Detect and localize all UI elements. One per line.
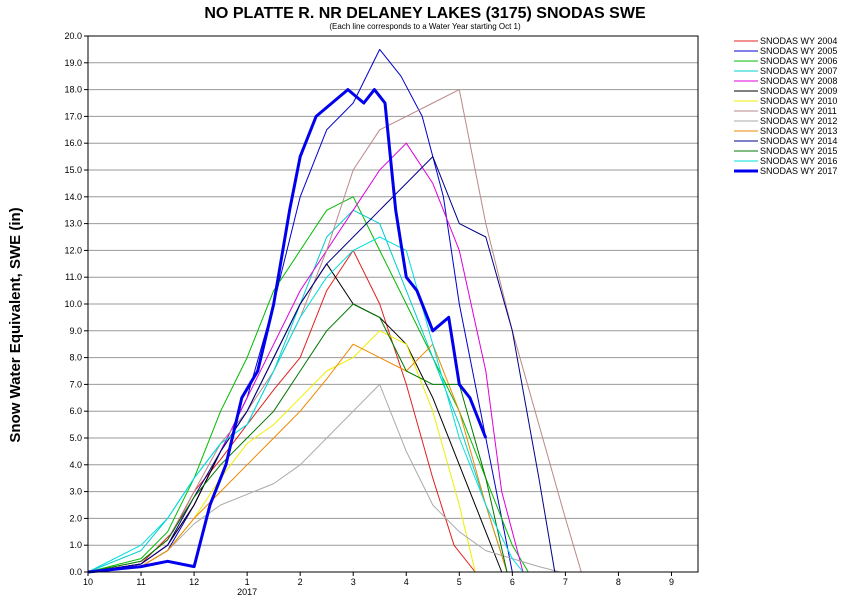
y-tick-label: 4.0 (69, 460, 82, 470)
series-line-snodas-wy-2009 (87, 263, 503, 573)
x-tick-label: 2 (298, 577, 303, 587)
series-line-snodas-wy-2012 (87, 383, 561, 573)
x-tick-label: 7 (563, 577, 568, 587)
y-tick-label: 13.0 (64, 219, 82, 229)
x-tick-label: 12 (189, 577, 199, 587)
legend-label: SNODAS WY 2014 (760, 136, 837, 146)
legend-label: SNODAS WY 2012 (760, 116, 837, 126)
chart-title: NO PLATTE R. NR DELANEY LAKES (3175) SNO… (204, 5, 646, 22)
chart-subtitle: (Each line corresponds to a Water Year s… (329, 22, 521, 31)
y-tick-label: 9.0 (69, 326, 82, 336)
legend-label: SNODAS WY 2008 (760, 76, 837, 86)
series-line-snodas-wy-2004 (87, 249, 476, 573)
y-tick-label: 1.0 (69, 540, 82, 550)
legend-label: SNODAS WY 2009 (760, 86, 837, 96)
x-tick-label: 6 (510, 577, 515, 587)
legend-label: SNODAS WY 2017 (760, 166, 837, 176)
y-tick-label: 19.0 (64, 58, 82, 68)
y-axis-ticks: 0.0 1.0 2.0 3.0 4.0 5.0 6.0 7.0 8.0 9.0 10.0 11.0 12… (64, 31, 88, 577)
x-year-label: 2017 (237, 587, 257, 597)
x-tick-label: 3 (351, 577, 356, 587)
x-tick-label: 1 (245, 577, 250, 587)
series-line-snodas-wy-2016 (87, 236, 524, 573)
y-tick-label: 10.0 (64, 299, 82, 309)
y-tick-label: 16.0 (64, 138, 82, 148)
y-tick-label: 8.0 (69, 353, 82, 363)
y-tick-label: 6.0 (69, 406, 82, 416)
series-line-snodas-wy-2013 (87, 343, 508, 573)
x-tick-label: 10 (83, 577, 93, 587)
legend-label: SNODAS WY 2007 (760, 66, 837, 76)
x-tick-label: 4 (404, 577, 409, 587)
series-line-snodas-wy-2015 (87, 303, 508, 573)
y-tick-label: 20.0 (64, 31, 82, 41)
y-axis-label: Snow Water Equivalent, SWE (in) (7, 207, 24, 442)
legend-label: SNODAS WY 2013 (760, 126, 837, 136)
x-tick-label: 11 (136, 577, 145, 587)
legend-label: SNODAS WY 2015 (760, 146, 837, 156)
y-tick-label: 14.0 (64, 192, 82, 202)
legend-label: SNODAS WY 2011 (760, 106, 837, 116)
y-tick-label: 18.0 (64, 85, 82, 95)
x-tick-label: 5 (457, 577, 462, 587)
y-tick-label: 17.0 (64, 111, 82, 121)
y-tick-label: 7.0 (69, 379, 82, 389)
series-line-snodas-wy-2007 (87, 209, 508, 573)
legend-label: SNODAS WY 2006 (760, 56, 837, 66)
series-line-snodas-wy-2017 (87, 88, 488, 574)
y-tick-label: 12.0 (64, 245, 82, 255)
series-line-snodas-wy-2006 (87, 196, 529, 573)
x-tick-label: 9 (669, 577, 674, 587)
grid-lines (88, 35, 698, 573)
legend-label: SNODAS WY 2004 (760, 36, 837, 46)
x-tick-label: 8 (616, 577, 621, 587)
y-tick-label: 11.0 (65, 272, 82, 282)
y-tick-label: 5.0 (69, 433, 82, 443)
legend-label: SNODAS WY 2005 (760, 46, 837, 56)
y-tick-label: 3.0 (69, 487, 82, 497)
series-line-snodas-wy-2005 (87, 48, 513, 573)
legend-label: SNODAS WY 2010 (760, 96, 837, 106)
series-lines (87, 48, 582, 574)
y-tick-label: 2.0 (69, 513, 82, 523)
legend-label: SNODAS WY 2016 (760, 156, 837, 166)
y-tick-label: 15.0 (64, 165, 82, 175)
y-tick-label: 0.0 (69, 567, 82, 577)
